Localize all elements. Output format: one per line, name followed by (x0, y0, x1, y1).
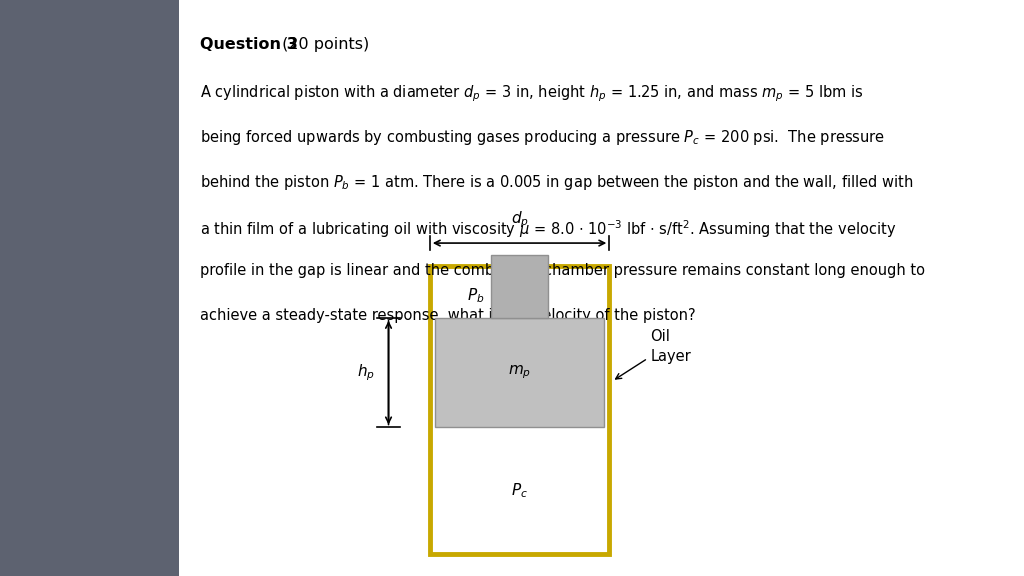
Text: $h_p$: $h_p$ (356, 362, 375, 383)
Text: behind the piston $P_b$ = 1 atm. There is a 0.005 in gap between the piston and : behind the piston $P_b$ = 1 atm. There i… (201, 173, 913, 192)
Text: $m_p$: $m_p$ (508, 364, 531, 381)
Bar (490, 255, 548, 318)
Text: (20 points): (20 points) (276, 37, 369, 52)
Text: $d_p$: $d_p$ (511, 210, 528, 230)
Bar (435, 318, 604, 427)
Text: being forced upwards by combusting gases producing a pressure $P_c$ = 200 psi.  : being forced upwards by combusting gases… (201, 128, 886, 147)
Text: A cylindrical piston with a diameter $d_p$ = 3 in, height $h_p$ = 1.25 in, and m: A cylindrical piston with a diameter $d_… (201, 84, 864, 104)
Text: a thin film of a lubricating oil with viscosity $\mu$ = 8.0 $\cdot$ 10$^{-3}$ lb: a thin film of a lubricating oil with vi… (201, 218, 897, 240)
Text: $P_b$: $P_b$ (467, 286, 484, 305)
Text: Oil
Layer: Oil Layer (650, 329, 691, 364)
Text: achieve a steady-state response, what is the velocity of the piston?: achieve a steady-state response, what is… (201, 308, 696, 323)
Text: $P_c$: $P_c$ (511, 482, 528, 500)
Text: profile in the gap is linear and the combustion chamber pressure remains constan: profile in the gap is linear and the com… (201, 263, 926, 278)
Bar (0, 0, 179, 576)
Bar (430, 266, 609, 554)
Text: Question 3: Question 3 (201, 37, 298, 52)
